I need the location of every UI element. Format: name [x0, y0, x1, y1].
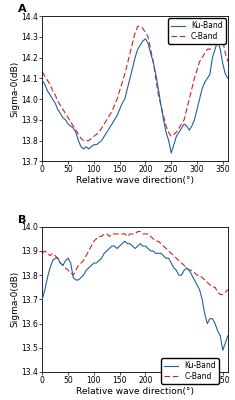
- C-Band: [211, 285, 214, 290]
- C-Band: [203, 278, 206, 282]
- C-Band: [85, 138, 88, 143]
- Ku-Band: [170, 151, 173, 156]
- Text: B: B: [18, 214, 27, 224]
- Ku-Band: [214, 47, 216, 52]
- Ku-Band: [123, 239, 126, 244]
- C-Band: [198, 273, 201, 278]
- Ku-Band: [211, 316, 214, 321]
- Ku-Band: [82, 146, 85, 151]
- Text: A: A: [18, 4, 27, 14]
- C-Band: [227, 59, 229, 64]
- C-Band: [214, 30, 216, 35]
- Y-axis label: Sigma-0(dB): Sigma-0(dB): [11, 271, 20, 328]
- Y-axis label: Sigma-0(dB): Sigma-0(dB): [11, 60, 20, 117]
- C-Band: [82, 258, 85, 263]
- Line: Ku-Band: Ku-Band: [42, 241, 228, 350]
- Ku-Band: [82, 273, 85, 278]
- C-Band: [136, 229, 139, 234]
- Ku-Band: [134, 55, 137, 60]
- Ku-Band: [103, 134, 106, 139]
- Ku-Band: [103, 251, 106, 256]
- Ku-Band: [227, 76, 229, 81]
- C-Band: [219, 292, 222, 297]
- C-Band: [103, 232, 106, 236]
- C-Band: [227, 287, 229, 292]
- Ku-Band: [203, 312, 206, 316]
- Ku-Band: [144, 36, 147, 41]
- Line: C-Band: C-Band: [42, 232, 228, 294]
- Ku-Band: [206, 76, 209, 81]
- Line: Ku-Band: Ku-Band: [42, 39, 228, 153]
- C-Band: [139, 24, 142, 29]
- Ku-Band: [41, 78, 44, 83]
- X-axis label: Relative wave direction(°): Relative wave direction(°): [76, 386, 194, 396]
- C-Band: [201, 55, 204, 60]
- C-Band: [41, 251, 44, 256]
- C-Band: [136, 24, 139, 29]
- C-Band: [134, 232, 137, 236]
- Legend: Ku-Band, C-Band: Ku-Band, C-Band: [161, 358, 219, 384]
- Ku-Band: [198, 287, 201, 292]
- C-Band: [206, 47, 209, 52]
- Ku-Band: [41, 297, 44, 302]
- Legend: Ku-Band, C-Band: Ku-Band, C-Band: [168, 18, 226, 44]
- C-Band: [82, 138, 85, 143]
- C-Band: [41, 70, 44, 74]
- Ku-Band: [201, 86, 204, 91]
- X-axis label: Relative wave direction(°): Relative wave direction(°): [76, 176, 194, 185]
- Ku-Band: [221, 348, 224, 353]
- C-Band: [105, 117, 108, 122]
- Ku-Band: [136, 244, 139, 248]
- Ku-Band: [227, 333, 229, 338]
- Line: C-Band: C-Band: [42, 26, 228, 140]
